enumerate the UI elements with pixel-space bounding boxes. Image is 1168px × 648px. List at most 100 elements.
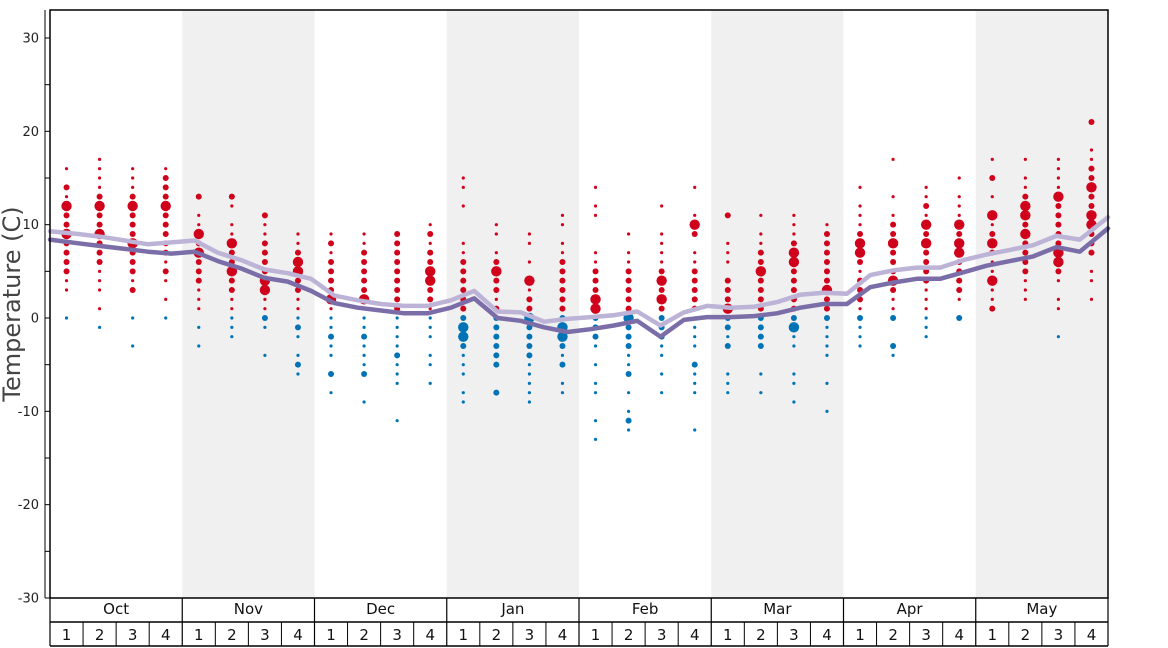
- temperature-dot: [527, 241, 532, 245]
- temperature-dot: [494, 297, 498, 301]
- temperature-dot: [757, 249, 764, 256]
- temperature-dot: [825, 409, 829, 413]
- temperature-dot: [1088, 165, 1095, 172]
- month-label-oct: Oct: [103, 600, 129, 618]
- temperature-dot: [493, 389, 500, 396]
- temperature-dot: [660, 391, 664, 395]
- temperature-dot: [195, 259, 202, 265]
- temperature-dot: [559, 296, 566, 303]
- temperature-dot: [493, 287, 500, 293]
- temperature-dot: [461, 353, 465, 357]
- temperature-dot: [197, 307, 201, 311]
- temperature-dot: [660, 204, 664, 208]
- temperature-dot: [294, 361, 301, 368]
- temperature-dot: [96, 212, 103, 219]
- temperature-dot: [228, 287, 235, 293]
- temperature-dot: [428, 316, 432, 320]
- temperature-dot: [593, 363, 598, 367]
- temperature-dot: [656, 275, 667, 286]
- temperature-dot: [593, 260, 598, 264]
- week-label: 3: [789, 626, 799, 644]
- temperature-dot: [1023, 185, 1027, 189]
- temperature-dot: [660, 372, 664, 376]
- temperature-dot: [64, 316, 69, 320]
- month-band-may: [975, 10, 1108, 598]
- temperature-dot: [924, 316, 928, 320]
- temperature-dot: [625, 324, 632, 331]
- temperature-dot: [825, 353, 829, 357]
- temperature-dot: [890, 259, 897, 265]
- temperature-dot: [461, 251, 465, 255]
- temperature-dot: [230, 297, 234, 301]
- week-label: 2: [624, 626, 634, 644]
- week-label: 2: [756, 626, 766, 644]
- temperature-dot: [63, 268, 70, 275]
- temperature-dot: [162, 212, 169, 219]
- temperature-dot: [560, 251, 565, 255]
- temperature-dot: [526, 343, 533, 349]
- temperature-dot: [724, 343, 731, 349]
- temperature-dot: [693, 372, 697, 376]
- temperature-dot: [1055, 203, 1062, 209]
- temperature-dot: [858, 335, 862, 339]
- temperature-dot: [691, 231, 698, 237]
- temperature-dot: [792, 400, 796, 404]
- x-axis: Oct 1 2 3 4 Nov 1 2 3 4 Dec 1 2 3 4 Jan 1 2 3 4 Feb 1 2 3 4 Mar 1 2…: [49, 598, 1109, 647]
- temperature-dot: [691, 296, 698, 303]
- temperature-dot: [1089, 269, 1094, 273]
- temperature-dot: [361, 277, 368, 284]
- temperature-dot: [394, 268, 401, 275]
- temperature-dot: [164, 297, 168, 301]
- temperature-dot: [96, 249, 103, 256]
- temperature-dot: [593, 213, 598, 217]
- temperature-dot: [362, 400, 366, 404]
- temperature-dot: [129, 212, 136, 219]
- temperature-dot: [891, 195, 895, 199]
- temperature-dot: [559, 277, 566, 284]
- temperature-dot: [164, 279, 168, 283]
- temperature-dot: [97, 185, 102, 189]
- temperature-dot: [557, 331, 568, 342]
- temperature-dot: [362, 241, 366, 245]
- temperature-dot: [759, 232, 763, 236]
- temperature-dot: [626, 409, 631, 413]
- temperature-dot: [726, 260, 730, 264]
- temperature-dot: [693, 381, 697, 385]
- temperature-dot: [792, 372, 796, 376]
- temperature-dot: [527, 232, 532, 236]
- temperature-dot: [294, 277, 301, 284]
- temperature-dot: [296, 316, 300, 320]
- temperature-dot: [693, 213, 697, 217]
- temperature-dot: [989, 231, 996, 237]
- temperature-dot: [987, 275, 998, 286]
- temperature-dot: [296, 335, 300, 339]
- temperature-dot: [94, 200, 105, 212]
- temperature-dot: [1022, 193, 1029, 200]
- week-label: 2: [888, 626, 898, 644]
- temperature-dot: [230, 325, 234, 329]
- temperature-dot: [458, 331, 469, 342]
- average-lines: [47, 214, 1111, 339]
- temperature-dot: [592, 287, 599, 293]
- temperature-dot: [755, 266, 767, 277]
- temperature-dot: [96, 259, 103, 265]
- temperature-dot: [757, 277, 764, 284]
- temperature-dot: [823, 231, 830, 237]
- temperature-dot: [920, 238, 932, 249]
- temperature-dot: [759, 241, 763, 245]
- temperature-dot: [923, 203, 930, 209]
- temperature-dot: [395, 325, 399, 329]
- temperature-dot: [887, 238, 899, 249]
- temperature-dot: [394, 240, 401, 247]
- temperature-dot: [1088, 249, 1095, 256]
- temperature-dot: [987, 238, 998, 249]
- month-label-dec: Dec: [366, 600, 395, 618]
- temperature-dot: [1056, 335, 1061, 339]
- temperature-dot: [956, 231, 963, 237]
- week-label: 1: [591, 626, 601, 644]
- temperature-dot: [660, 241, 664, 245]
- temperature-dot: [1056, 157, 1061, 161]
- temperature-dot: [526, 296, 533, 303]
- temperature-dot: [790, 240, 797, 247]
- temperature-dot: [625, 333, 632, 340]
